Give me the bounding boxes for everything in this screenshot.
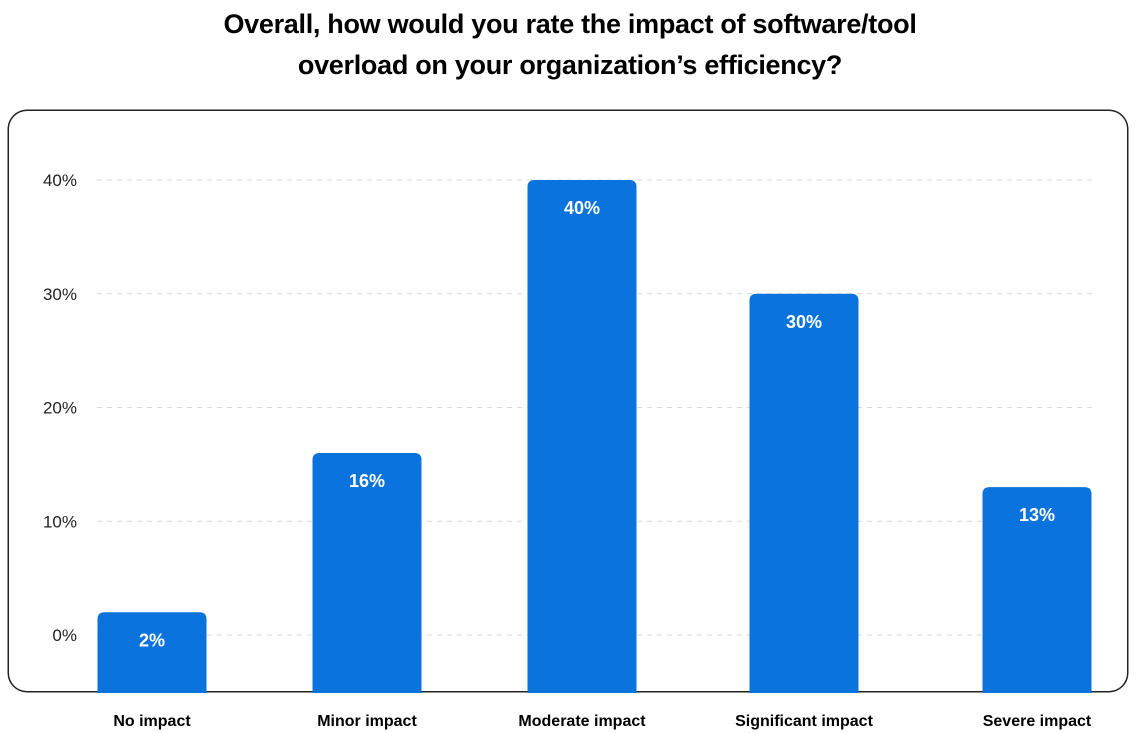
bar-value-label: 2%: [139, 630, 165, 650]
y-tick-label: 40%: [43, 171, 77, 190]
y-tick-label: 10%: [43, 512, 77, 531]
chart-title-line-2: overload on your organization’s efficien…: [297, 50, 843, 80]
bars: [97, 180, 1092, 693]
bar-value-label: 13%: [1019, 505, 1055, 525]
bar: [982, 487, 1092, 693]
bar-value-label: 16%: [349, 471, 385, 491]
y-tick-label: 0%: [52, 626, 77, 645]
gridlines: [97, 179, 1094, 636]
y-tick-label: 20%: [43, 399, 77, 418]
y-tick-label: 30%: [43, 285, 77, 304]
y-axis-ticks: 0% 10% 20% 30% 40%: [43, 171, 77, 645]
bar: [312, 453, 422, 693]
bar: [749, 293, 859, 693]
x-category-label: Severe impact: [983, 713, 1092, 730]
bar-value-label: 40%: [564, 198, 600, 218]
bar: [527, 180, 637, 693]
x-category-label: Significant impact: [735, 713, 873, 730]
chart-title-line-1: Overall, how would you rate the impact o…: [223, 9, 917, 39]
value-labels: 2% 16% 40% 30% 13%: [139, 198, 1055, 650]
chart-title: Overall, how would you rate the impact o…: [0, 4, 1140, 86]
x-category-label: Minor impact: [317, 713, 417, 730]
bar-value-label: 30%: [786, 312, 822, 332]
bar: [97, 612, 207, 693]
x-category-label: Moderate impact: [518, 713, 646, 730]
x-axis-labels: No impact Minor impact Moderate impact Sign…: [113, 713, 1092, 730]
x-category-label: No impact: [113, 713, 191, 730]
